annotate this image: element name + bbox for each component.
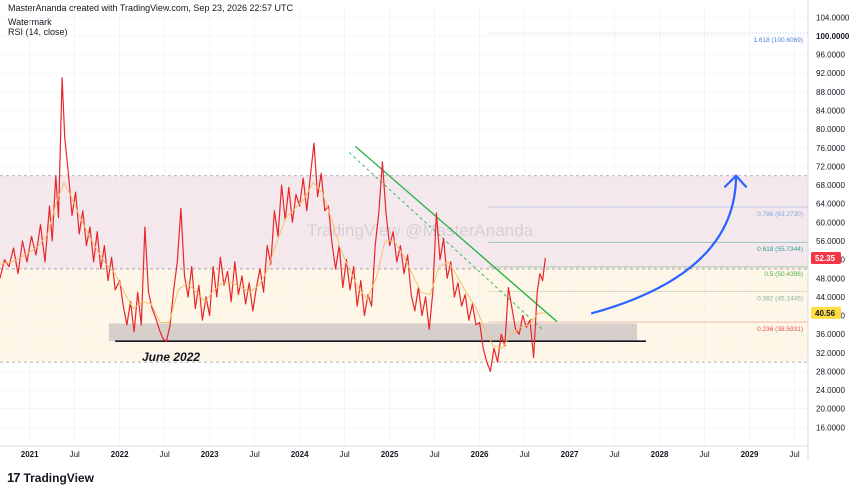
price-badge xyxy=(811,306,841,319)
x-tick-label: 2027 xyxy=(561,450,579,459)
june-2022-label: June 2022 xyxy=(142,350,200,364)
price-badge-label: 52.35 xyxy=(815,254,836,263)
price-badge-label: 40.56 xyxy=(815,309,836,318)
arrow-head-icon xyxy=(723,174,748,188)
y-tick-label: 16.0000 xyxy=(816,423,845,432)
x-tick-label: Jul xyxy=(250,450,260,459)
fib-label-0: 1.618 (100.6069) xyxy=(753,37,803,44)
y-tick-label: 96.0000 xyxy=(816,51,845,60)
x-tick-label: Jul xyxy=(519,450,529,459)
y-tick-label: 92.0000 xyxy=(816,69,845,78)
tradingview-brand[interactable]: 17 TradingView xyxy=(7,470,94,485)
tradingview-logo-icon: 17 xyxy=(7,470,21,485)
y-tick-label: 72.0000 xyxy=(816,162,845,171)
fib-label-2: 0.618 (55.7344) xyxy=(757,246,803,253)
y-tick-label: 100.0000 xyxy=(816,32,850,41)
y-tick-label: 68.0000 xyxy=(816,181,845,190)
fib-label-3: 0.5 (50.4396) xyxy=(764,271,803,278)
y-tick-label: 88.0000 xyxy=(816,88,845,97)
price-badge xyxy=(811,251,841,264)
y-tick-label: 80.0000 xyxy=(816,125,845,134)
x-tick-label: Jul xyxy=(339,450,349,459)
x-tick-label: Jul xyxy=(789,450,799,459)
x-tick-label: Jul xyxy=(609,450,619,459)
chart-attribution: MasterAnanda created with TradingView.co… xyxy=(8,3,293,13)
brand-name: TradingView xyxy=(23,470,94,485)
y-tick-label: 84.0000 xyxy=(816,107,845,116)
y-tick-label: 64.0000 xyxy=(816,200,845,209)
y-tick-label: 28.0000 xyxy=(816,367,845,376)
x-tick-label: 2026 xyxy=(471,450,489,459)
x-tick-label: 2028 xyxy=(651,450,669,459)
x-tick-label: 2021 xyxy=(21,450,39,459)
fib-label-1: 0.786 (63.2730) xyxy=(757,211,803,218)
y-tick-label: 36.0000 xyxy=(816,330,845,339)
x-tick-label: 2025 xyxy=(381,450,399,459)
trendline-main xyxy=(354,145,558,323)
x-tick-label: 2029 xyxy=(741,450,759,459)
rsi-ma-line xyxy=(0,182,546,349)
x-tick-label: 2022 xyxy=(111,450,129,459)
x-tick-label: Jul xyxy=(70,450,80,459)
indicator-label[interactable]: RSI (14, close) xyxy=(8,27,68,37)
y-tick-label: 48.0000 xyxy=(816,274,845,283)
y-tick-label: 32.0000 xyxy=(816,349,845,358)
rsi-line xyxy=(0,77,546,372)
x-tick-label: Jul xyxy=(160,450,170,459)
y-tick-label: 104.0000 xyxy=(816,13,850,22)
support-box xyxy=(108,323,638,342)
x-tick-label: 2024 xyxy=(291,450,309,459)
fib-label-5: 0.236 (38.5931) xyxy=(757,326,803,333)
y-tick-label: 76.0000 xyxy=(816,144,845,153)
x-tick-label: Jul xyxy=(429,450,439,459)
x-tick-label: 2023 xyxy=(201,450,219,459)
y-tick-label: 56.0000 xyxy=(816,237,845,246)
watermark-text: TradingView @MasterAnanda xyxy=(307,221,534,240)
y-tick-label: 20.0000 xyxy=(816,405,845,414)
y-tick-label: 44.0000 xyxy=(816,293,845,302)
fib-label-4: 0.382 (45.1445) xyxy=(757,296,803,303)
y-tick-label: 60.0000 xyxy=(816,218,845,227)
up-arrow-curve xyxy=(590,174,738,315)
y-tick-label: 24.0000 xyxy=(816,386,845,395)
x-tick-label: Jul xyxy=(699,450,709,459)
